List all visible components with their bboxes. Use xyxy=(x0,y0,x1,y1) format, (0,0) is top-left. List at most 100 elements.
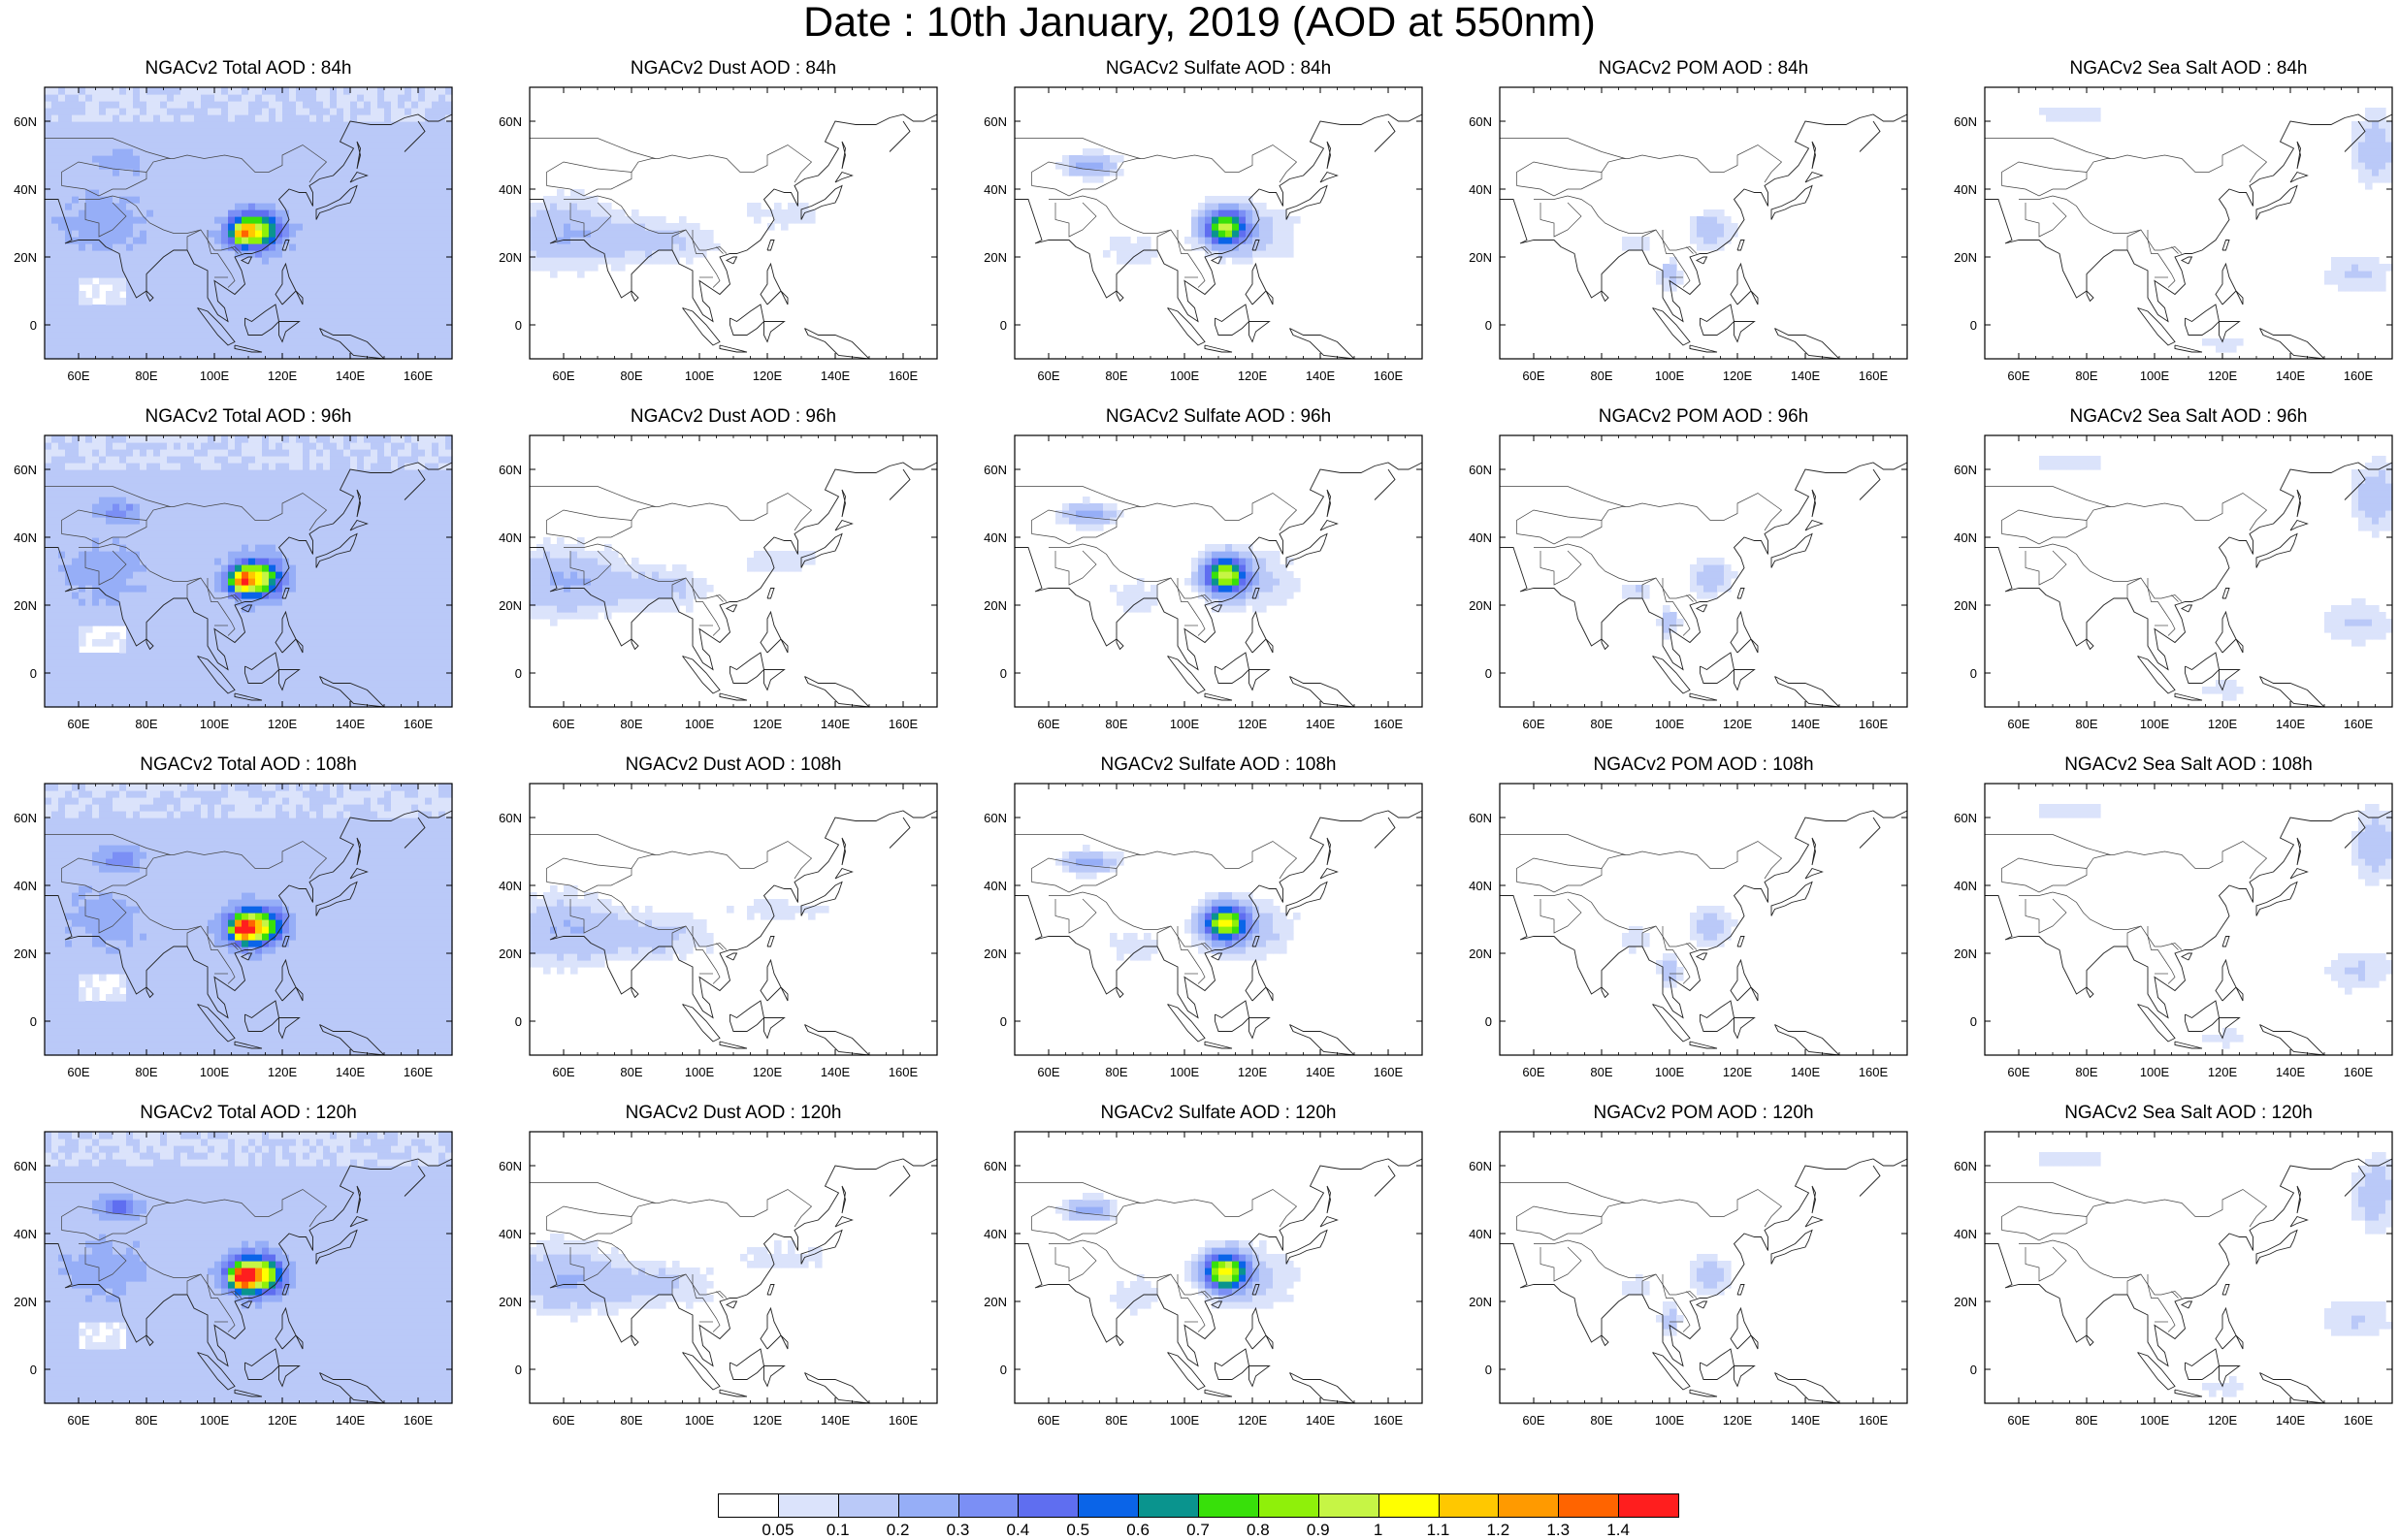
coastlines xyxy=(1985,113,2393,360)
map-panel-sulfate-120h: 60E 80E 100E 120E 140E 160E 60N 40N 20N 0 xyxy=(984,1131,1423,1428)
aod-field xyxy=(2039,108,2393,353)
coastlines xyxy=(530,1158,938,1404)
lon-tick-label: 80E xyxy=(620,1065,642,1079)
lat-tick-label: 20N xyxy=(14,250,37,265)
colorbar-label: 0.9 xyxy=(1306,1521,1330,1539)
lat-tick-label: 0 xyxy=(1485,666,1492,681)
colorbar-label: 1.1 xyxy=(1426,1521,1450,1539)
lon-tick-label: 60E xyxy=(67,1065,89,1079)
lon-tick-label: 140E xyxy=(1306,369,1336,383)
panel-title: NGACv2 Sulfate AOD : 84h xyxy=(1105,58,1332,79)
lon-tick-label: 100E xyxy=(2140,1413,2170,1428)
lon-tick-label: 120E xyxy=(1238,369,1268,383)
lon-tick-label: 120E xyxy=(1723,369,1753,383)
coastlines xyxy=(530,810,938,1056)
map-panel-dust-84h: 60E 80E 100E 120E 140E 160E 60N 40N 20N 0 xyxy=(499,86,938,383)
lat-tick-label: 60N xyxy=(14,463,37,477)
lon-tick-label: 60E xyxy=(67,1413,89,1428)
lat-tick-label: 20N xyxy=(14,946,37,961)
aod-field xyxy=(1055,1193,1301,1316)
coastlines xyxy=(1985,462,2393,708)
colorbar-label: 1.2 xyxy=(1486,1521,1510,1539)
lat-tick-label: 40N xyxy=(1954,1227,1977,1241)
lat-tick-label: 60N xyxy=(984,114,1007,129)
lat-tick-label: 0 xyxy=(1485,1363,1492,1377)
colorbar-label: 0.7 xyxy=(1186,1521,1210,1539)
colorbar-label: 1 xyxy=(1373,1521,1383,1539)
lat-tick-label: 20N xyxy=(1469,946,1492,961)
panel-title: NGACv2 Sulfate AOD : 96h xyxy=(1105,406,1332,427)
lon-tick-label: 120E xyxy=(268,1065,298,1079)
lon-tick-label: 120E xyxy=(2208,717,2238,731)
lat-tick-label: 20N xyxy=(1469,1295,1492,1309)
lon-tick-label: 160E xyxy=(889,1413,919,1428)
lat-tick-label: 0 xyxy=(1000,1014,1007,1029)
lat-tick-label: 40N xyxy=(1954,182,1977,197)
lon-tick-label: 100E xyxy=(1170,1413,1200,1428)
panel-title: NGACv2 Sulfate AOD : 120h xyxy=(1100,1103,1337,1123)
aod-field xyxy=(1055,845,1301,961)
map-panel-dust-120h: 60E 80E 100E 120E 140E 160E 60N 40N 20N 0 xyxy=(499,1131,938,1428)
lat-tick-label: 60N xyxy=(1469,114,1492,129)
lon-tick-label: 160E xyxy=(1859,717,1889,731)
lat-tick-label: 20N xyxy=(1954,1295,1977,1309)
colorbar-swatch xyxy=(1198,1493,1259,1518)
lon-tick-label: 60E xyxy=(2007,1065,2029,1079)
colorbar-swatch xyxy=(1618,1493,1679,1518)
lon-tick-label: 80E xyxy=(135,1413,157,1428)
lat-tick-label: 40N xyxy=(499,879,522,893)
lon-tick-label: 160E xyxy=(1374,369,1404,383)
lon-tick-label: 60E xyxy=(1522,369,1544,383)
lon-tick-label: 60E xyxy=(1522,1413,1544,1428)
figure-title: Date : 10th January, 2019 (AOD at 550nm) xyxy=(803,0,1596,46)
lon-tick-label: 160E xyxy=(889,717,919,731)
lat-tick-label: 20N xyxy=(1954,598,1977,613)
lon-tick-label: 80E xyxy=(135,717,157,731)
lon-tick-label: 100E xyxy=(1655,1065,1685,1079)
lat-tick-label: 20N xyxy=(984,946,1007,961)
lon-tick-label: 60E xyxy=(67,369,89,383)
colorbar-label: 0.6 xyxy=(1126,1521,1150,1539)
coastlines xyxy=(45,1158,453,1404)
lon-tick-label: 60E xyxy=(1522,717,1544,731)
aod-field xyxy=(2039,804,2393,1049)
colorbar-swatch xyxy=(1138,1493,1199,1518)
lat-tick-label: 40N xyxy=(14,182,37,197)
map-frame xyxy=(1984,86,2393,360)
lat-tick-label: 20N xyxy=(984,250,1007,265)
lon-tick-label: 100E xyxy=(1655,717,1685,731)
lon-tick-label: 160E xyxy=(2344,1413,2374,1428)
lon-tick-label: 60E xyxy=(1037,1413,1059,1428)
lat-tick-label: 40N xyxy=(1469,879,1492,893)
lon-tick-label: 140E xyxy=(1306,1413,1336,1428)
lat-tick-label: 20N xyxy=(499,598,522,613)
aod-field xyxy=(530,1234,823,1323)
colorbar-swatch xyxy=(718,1493,779,1518)
lon-tick-label: 120E xyxy=(268,369,298,383)
lon-tick-label: 160E xyxy=(1859,1413,1889,1428)
colorbar-swatch xyxy=(1078,1493,1140,1518)
colorbar-swatch xyxy=(1438,1493,1500,1518)
colorbar-swatch xyxy=(1018,1493,1080,1518)
panel-title: NGACv2 Dust AOD : 84h xyxy=(630,58,837,79)
map-panel-pom-96h: 60E 80E 100E 120E 140E 160E 60N 40N 20N 0 xyxy=(1469,434,1908,731)
lat-tick-label: 40N xyxy=(14,530,37,545)
lat-tick-label: 0 xyxy=(515,1014,522,1029)
coastlines xyxy=(1015,810,1423,1056)
coastlines xyxy=(1500,462,1908,708)
lat-tick-label: 20N xyxy=(984,598,1007,613)
lat-tick-label: 20N xyxy=(499,946,522,961)
map-panel-sea-salt-108h: 60E 80E 100E 120E 140E 160E 60N 40N 20N 0 xyxy=(1954,783,2393,1079)
lat-tick-label: 0 xyxy=(515,666,522,681)
coastlines xyxy=(1015,1158,1423,1404)
lat-tick-label: 40N xyxy=(1469,182,1492,197)
lat-tick-label: 40N xyxy=(1469,1227,1492,1241)
lat-tick-label: 0 xyxy=(1485,318,1492,333)
lon-tick-label: 160E xyxy=(404,1065,434,1079)
coastlines xyxy=(530,113,938,360)
lat-tick-label: 60N xyxy=(499,811,522,825)
lon-tick-label: 60E xyxy=(552,1413,574,1428)
colorbar-label: 0.4 xyxy=(1006,1521,1030,1539)
lon-tick-label: 140E xyxy=(336,369,366,383)
lat-tick-label: 40N xyxy=(984,879,1007,893)
